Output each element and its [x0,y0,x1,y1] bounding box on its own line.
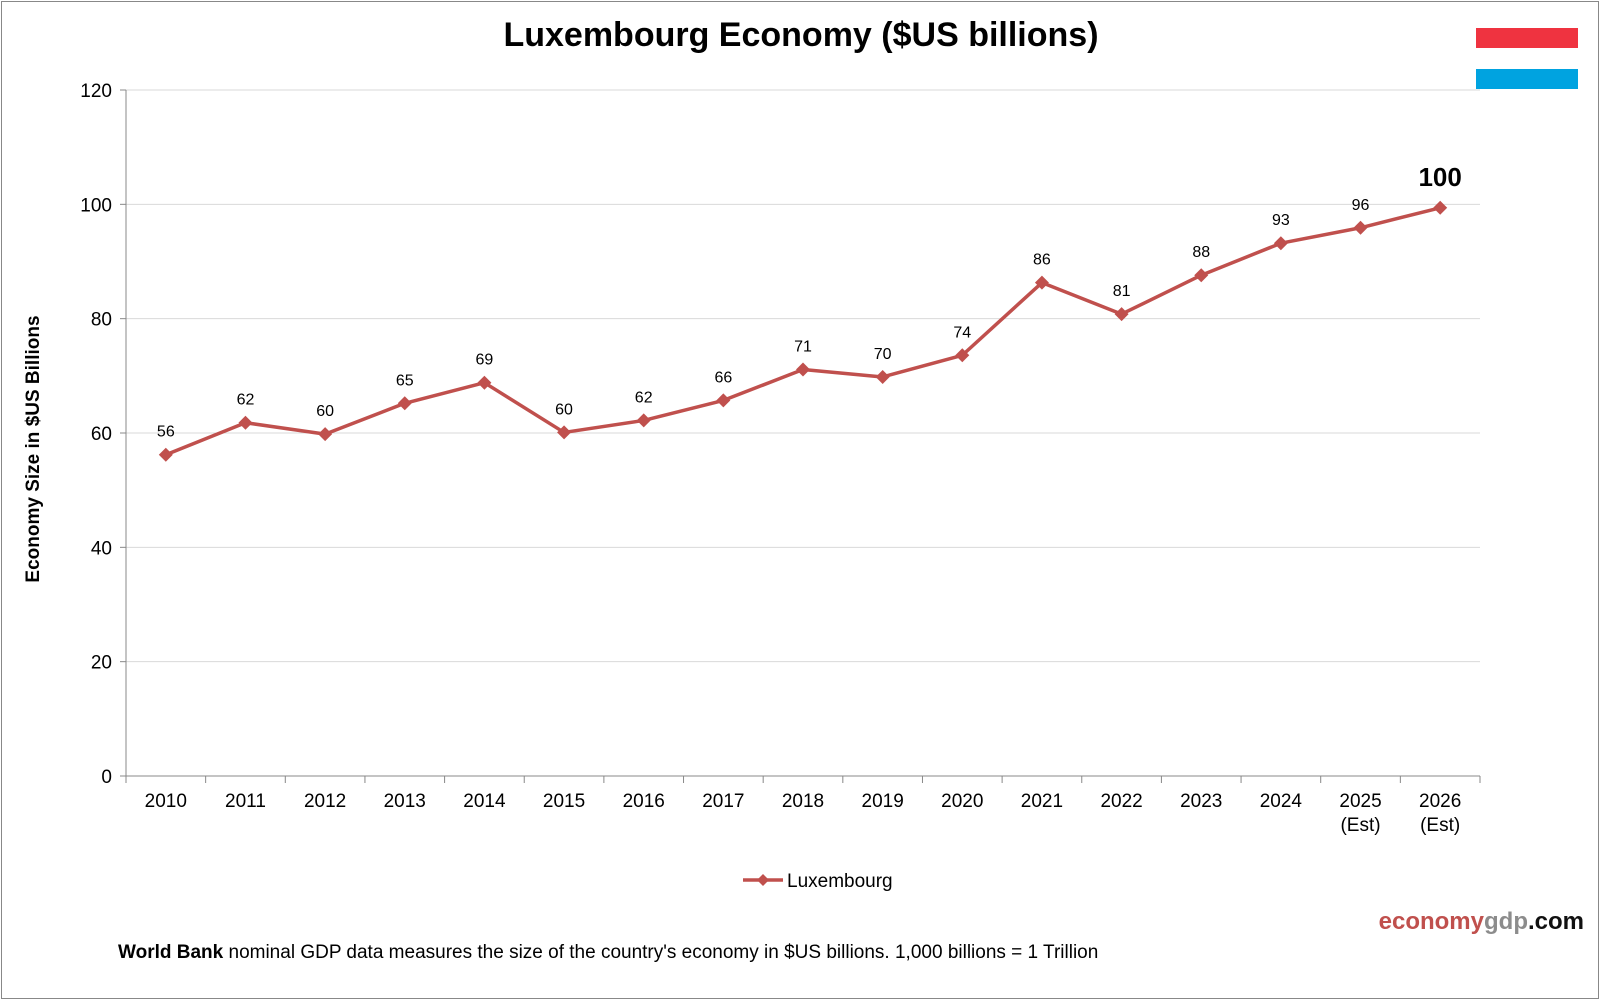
flag-stripe-white [1476,48,1578,69]
series-line [165,206,1441,457]
x-tick-label: 2021 [1021,791,1063,812]
y-tick-label: 20 [91,653,112,674]
x-tick-label: 2014 [463,791,506,812]
data-label: 88 [1192,244,1210,261]
x-tick-label: 2016 [623,791,665,812]
y-tick-label: 100 [80,195,112,216]
x-tick-label: 2026 [1419,791,1461,812]
legend-label: Luxembourg [787,871,893,892]
data-label: 70 [874,346,892,363]
data-point [557,425,572,440]
x-tick-label: 2010 [145,791,187,812]
x-tick-label: 2012 [304,791,346,812]
x-tick-label: 2022 [1100,791,1142,812]
data-point [955,348,970,363]
footnote: World Bank nominal GDP data measures the… [118,942,1098,964]
data-point [1353,220,1368,235]
brand-part-gdp: gdp [1484,908,1528,935]
chart-title: Luxembourg Economy ($US billions) [503,16,1099,54]
data-label: 96 [1352,197,1370,214]
x-tick-label: 2013 [384,791,426,812]
data-point [1034,275,1049,290]
data-point [716,393,731,408]
y-tick-label: 40 [91,538,112,559]
data-point [318,427,333,442]
data-label: 93 [1272,212,1290,229]
x-tick-label: 2017 [702,791,744,812]
x-tick-label-sub: (Est) [1340,815,1380,836]
data-label: 60 [555,401,573,418]
y-tick-label: 60 [91,424,112,445]
data-label: 65 [396,372,414,389]
data-point [238,415,253,430]
flag-stripe-red [1476,28,1578,49]
luxembourg-flag-icon [1476,28,1578,89]
legend-marker [757,874,769,886]
y-tick-label: 120 [80,81,112,102]
data-point [397,396,412,411]
footnote-text: nominal GDP data measures the size of th… [223,942,1099,963]
data-point [1433,200,1448,215]
data-label: 56 [157,424,175,441]
data-point [1273,236,1288,251]
x-tick-label: 2020 [941,791,983,812]
x-tick-label: 2025 [1339,791,1381,812]
data-label: 62 [237,392,255,409]
x-tick-label: 2023 [1180,791,1222,812]
data-label: 86 [1033,252,1051,269]
x-tick-label: 2011 [225,791,266,812]
x-tick-label: 2015 [543,791,585,812]
data-label: 66 [714,369,732,386]
data-point [1194,268,1209,283]
brand-part-com: .com [1527,908,1584,935]
data-point [875,369,890,384]
legend: Luxembourg [743,871,893,892]
brand-watermark: economygdp.com [1379,908,1584,936]
data-point [477,375,492,390]
brand-part-economy: economy [1378,908,1484,935]
data-point [158,447,173,462]
data-point [1114,307,1129,322]
data-label: 81 [1113,283,1131,300]
footnote-source: World Bank [118,942,224,963]
x-tick-label: 2019 [862,791,904,812]
flag-stripe-blue [1476,68,1578,89]
x-tick-label: 2024 [1260,791,1303,812]
data-point [796,362,810,377]
x-tick-label-sub: (Est) [1420,815,1460,836]
x-tick-label: 2018 [782,791,824,812]
data-label: 74 [953,324,971,341]
data-label: 100 [1418,162,1461,192]
data-label: 69 [476,352,494,369]
data-label: 71 [794,339,812,356]
y-tick-label: 80 [91,310,112,331]
data-point [636,413,651,428]
data-label: 60 [316,403,334,420]
y-tick-label: 0 [101,767,112,788]
data-label: 62 [635,389,653,406]
